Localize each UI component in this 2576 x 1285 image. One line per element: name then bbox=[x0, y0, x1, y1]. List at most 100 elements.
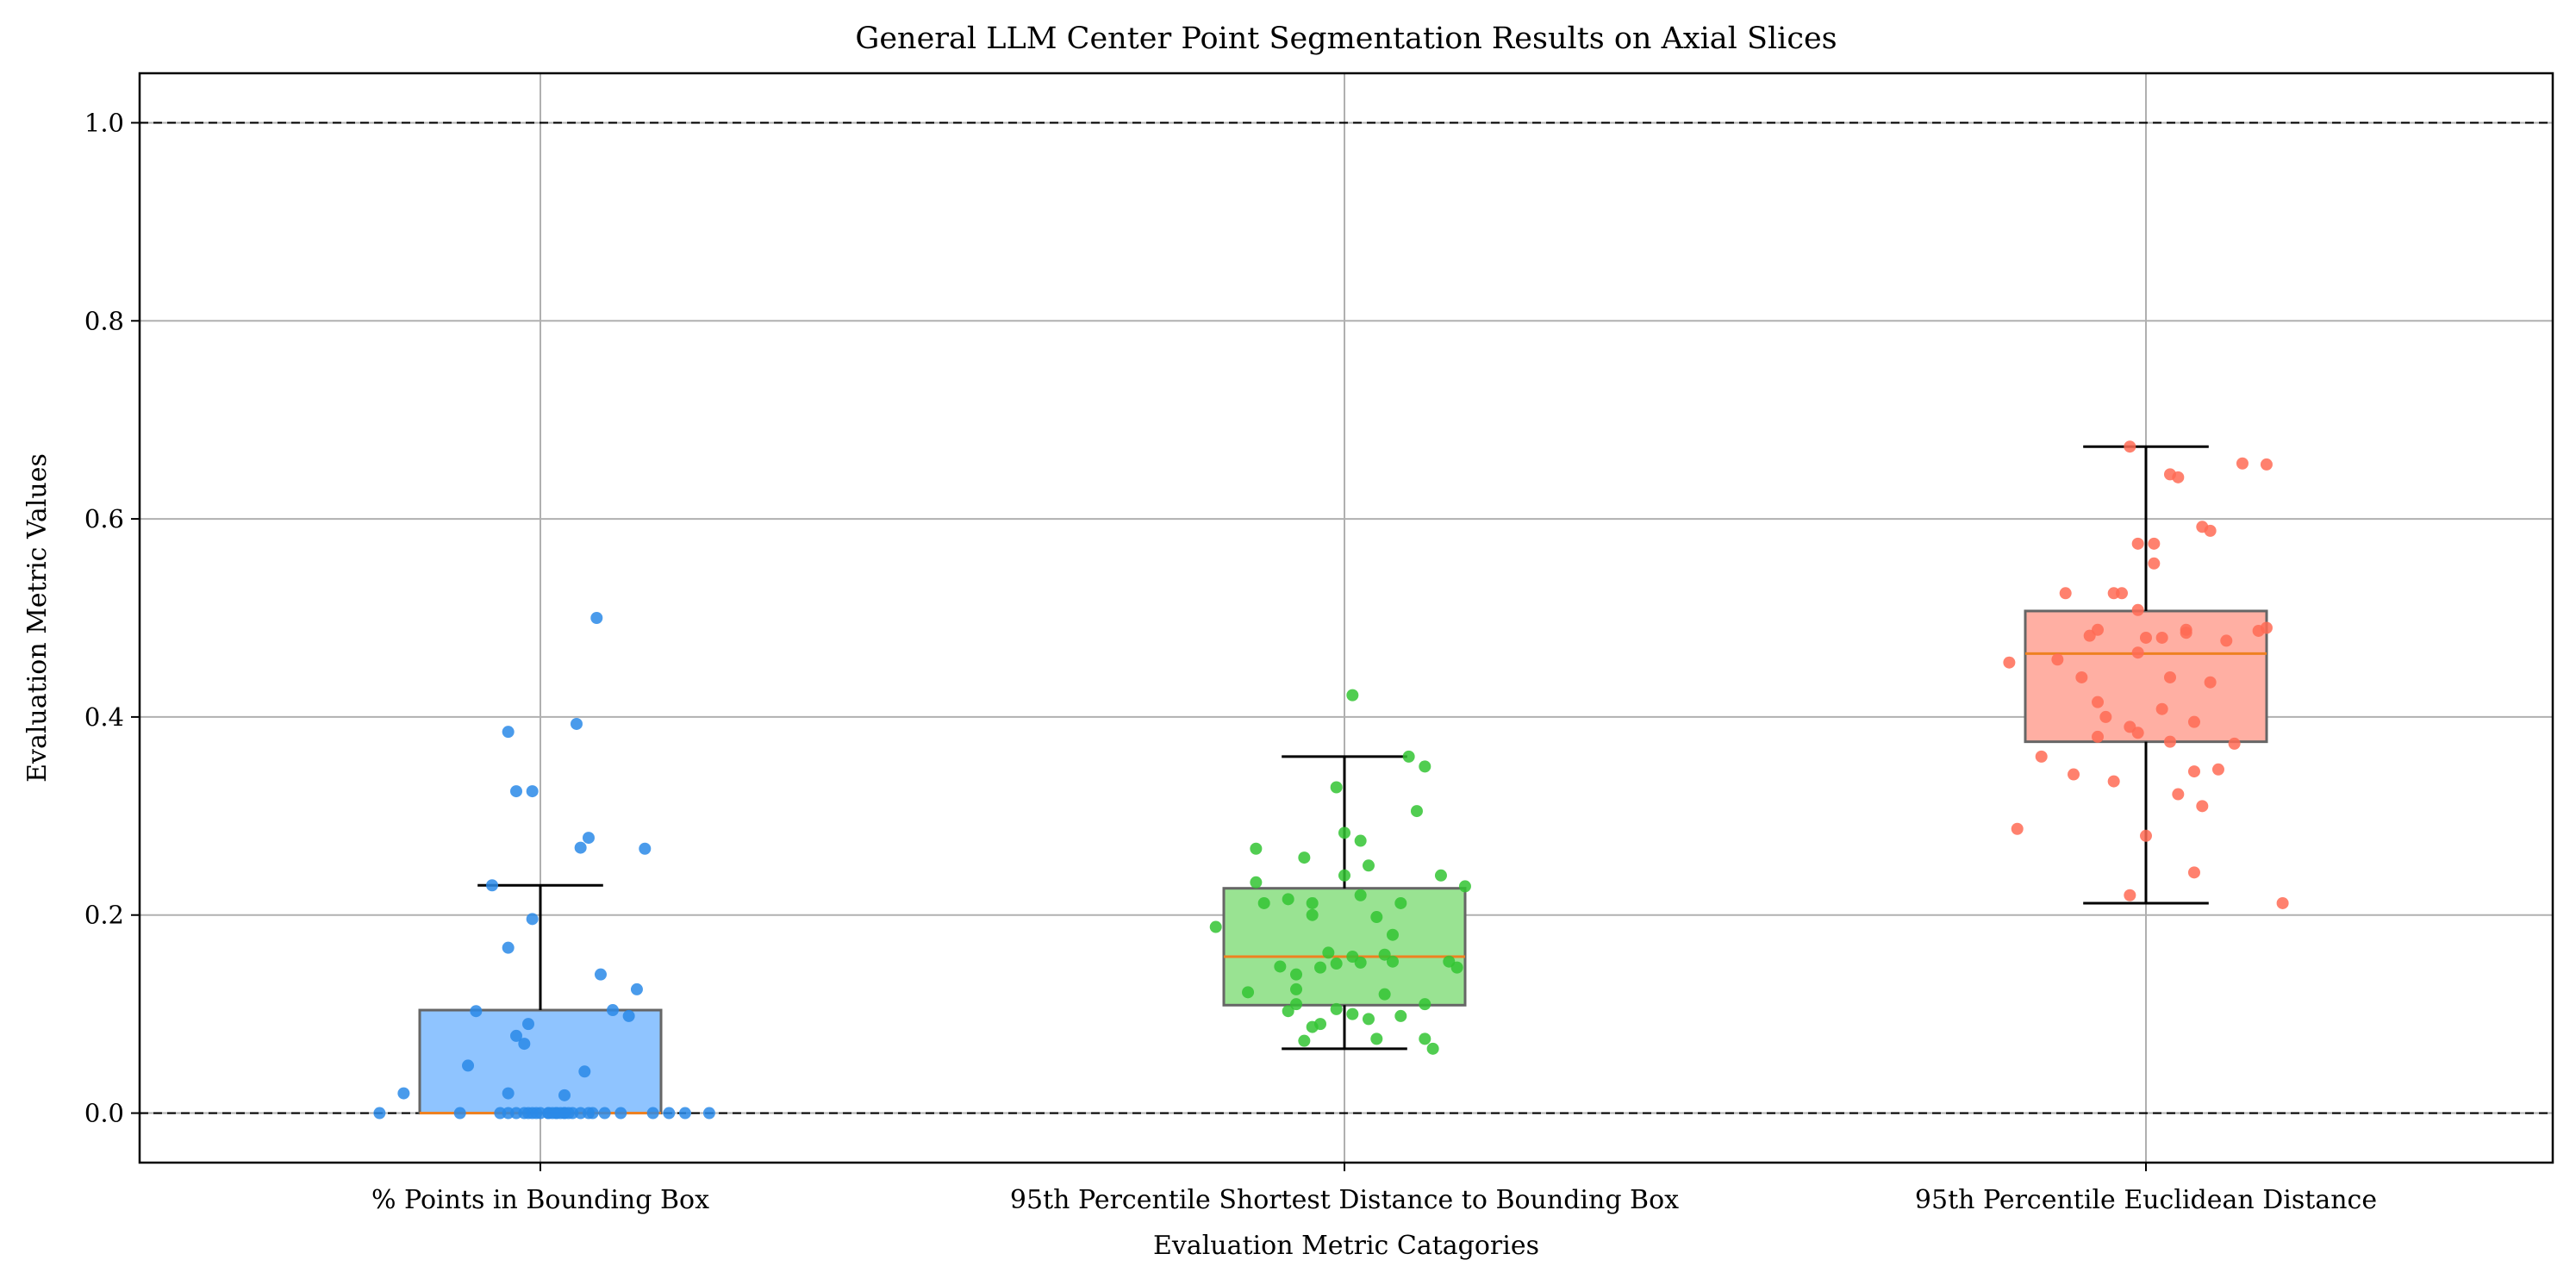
axis-ticks: 0.0 0.2 0.4 0.6 0.8 1.0 % Points in Bounding B… bbox=[84, 108, 2377, 1215]
data-point bbox=[1282, 893, 1294, 906]
data-point bbox=[2107, 775, 2120, 788]
data-point bbox=[1338, 827, 1350, 839]
y-tick-label: 0.2 bbox=[84, 901, 124, 930]
data-point bbox=[622, 1009, 635, 1022]
data-point bbox=[582, 1107, 595, 1120]
data-point bbox=[1314, 961, 1327, 974]
y-tick-label: 0.0 bbox=[84, 1099, 124, 1128]
data-point bbox=[1410, 805, 1423, 818]
data-point bbox=[2124, 889, 2136, 901]
data-point bbox=[598, 1107, 611, 1120]
data-point bbox=[1282, 1005, 1294, 1018]
data-point bbox=[1402, 750, 1415, 763]
data-point bbox=[1354, 889, 1367, 901]
data-point bbox=[1362, 1013, 1375, 1026]
data-point bbox=[678, 1107, 691, 1120]
data-point bbox=[1426, 1042, 1439, 1055]
data-point bbox=[1458, 880, 1471, 893]
data-point bbox=[1250, 842, 1263, 855]
data-point bbox=[2276, 896, 2289, 909]
data-point bbox=[1306, 896, 1319, 909]
data-point bbox=[502, 941, 515, 954]
data-point bbox=[2204, 676, 2217, 689]
data-point bbox=[1450, 961, 1463, 974]
data-point bbox=[2131, 537, 2144, 550]
data-point bbox=[663, 1107, 676, 1120]
data-point bbox=[2155, 631, 2168, 644]
data-point bbox=[578, 1065, 591, 1078]
x-tick-label: 95th Percentile Shortest Distance to Bou… bbox=[1010, 1185, 1679, 1215]
data-point bbox=[570, 717, 583, 730]
data-point bbox=[1290, 968, 1303, 981]
box bbox=[418, 1008, 663, 1115]
data-point bbox=[614, 1107, 627, 1120]
data-point bbox=[2163, 735, 2176, 748]
data-point bbox=[1386, 955, 1399, 968]
data-point bbox=[702, 1107, 715, 1120]
data-point bbox=[2140, 829, 2152, 842]
x-tick-label: 95th Percentile Euclidean Distance bbox=[1915, 1185, 2377, 1215]
data-point bbox=[2075, 671, 2088, 683]
data-point bbox=[558, 1089, 571, 1101]
data-point bbox=[2260, 458, 2273, 471]
data-point bbox=[1322, 946, 1335, 959]
data-point bbox=[1394, 1009, 1407, 1022]
data-point bbox=[1257, 896, 1270, 909]
y-tick-label: 0.8 bbox=[84, 306, 124, 335]
data-point bbox=[1330, 1002, 1343, 1015]
data-point bbox=[2116, 587, 2129, 600]
data-point bbox=[2172, 788, 2185, 801]
data-point bbox=[2068, 768, 2080, 781]
data-point bbox=[2187, 765, 2200, 778]
data-point bbox=[1386, 928, 1399, 941]
data-point bbox=[1250, 876, 1263, 889]
data-point bbox=[2228, 737, 2241, 750]
data-point bbox=[1338, 869, 1350, 882]
data-point bbox=[526, 913, 539, 926]
data-point bbox=[2148, 537, 2161, 550]
data-point bbox=[1419, 760, 1431, 773]
data-point bbox=[373, 1107, 386, 1120]
data-point bbox=[2124, 440, 2136, 453]
data-point bbox=[1354, 956, 1367, 969]
data-point bbox=[2035, 750, 2048, 763]
data-point bbox=[2140, 631, 2152, 644]
data-point bbox=[1330, 958, 1343, 970]
data-point bbox=[1378, 948, 1391, 961]
boxes bbox=[418, 445, 2268, 1115]
data-point bbox=[2092, 623, 2105, 636]
data-point bbox=[462, 1059, 475, 1072]
data-point bbox=[1419, 998, 1431, 1011]
data-point bbox=[2163, 671, 2176, 683]
data-point bbox=[2211, 763, 2224, 776]
data-point bbox=[510, 1029, 523, 1042]
data-point bbox=[2148, 557, 2161, 570]
data-point bbox=[453, 1107, 466, 1120]
data-point bbox=[2187, 866, 2200, 879]
data-point bbox=[639, 842, 652, 855]
data-point bbox=[1306, 908, 1319, 921]
data-point bbox=[1314, 1018, 1327, 1031]
data-point bbox=[1434, 869, 1447, 882]
data-point bbox=[630, 982, 643, 995]
data-point bbox=[2059, 587, 2072, 600]
data-point bbox=[397, 1087, 410, 1100]
data-point bbox=[1346, 1007, 1359, 1020]
data-point bbox=[582, 832, 595, 845]
data-point bbox=[1362, 859, 1375, 872]
box bbox=[2024, 609, 2268, 744]
data-point bbox=[606, 1004, 619, 1017]
data-point bbox=[1419, 1032, 1431, 1045]
data-point bbox=[558, 1107, 571, 1120]
data-point bbox=[2051, 653, 2064, 666]
data-point bbox=[1290, 982, 1303, 995]
data-point bbox=[1370, 911, 1383, 924]
data-point bbox=[1242, 986, 1255, 999]
x-axis-title: Evaluation Metric Catagories bbox=[1153, 1231, 1539, 1261]
data-point bbox=[2155, 702, 2168, 715]
data-point bbox=[2092, 730, 2105, 743]
x-tick-label: % Points in Bounding Box bbox=[371, 1185, 709, 1215]
data-point bbox=[646, 1107, 659, 1120]
data-point bbox=[522, 1018, 535, 1031]
